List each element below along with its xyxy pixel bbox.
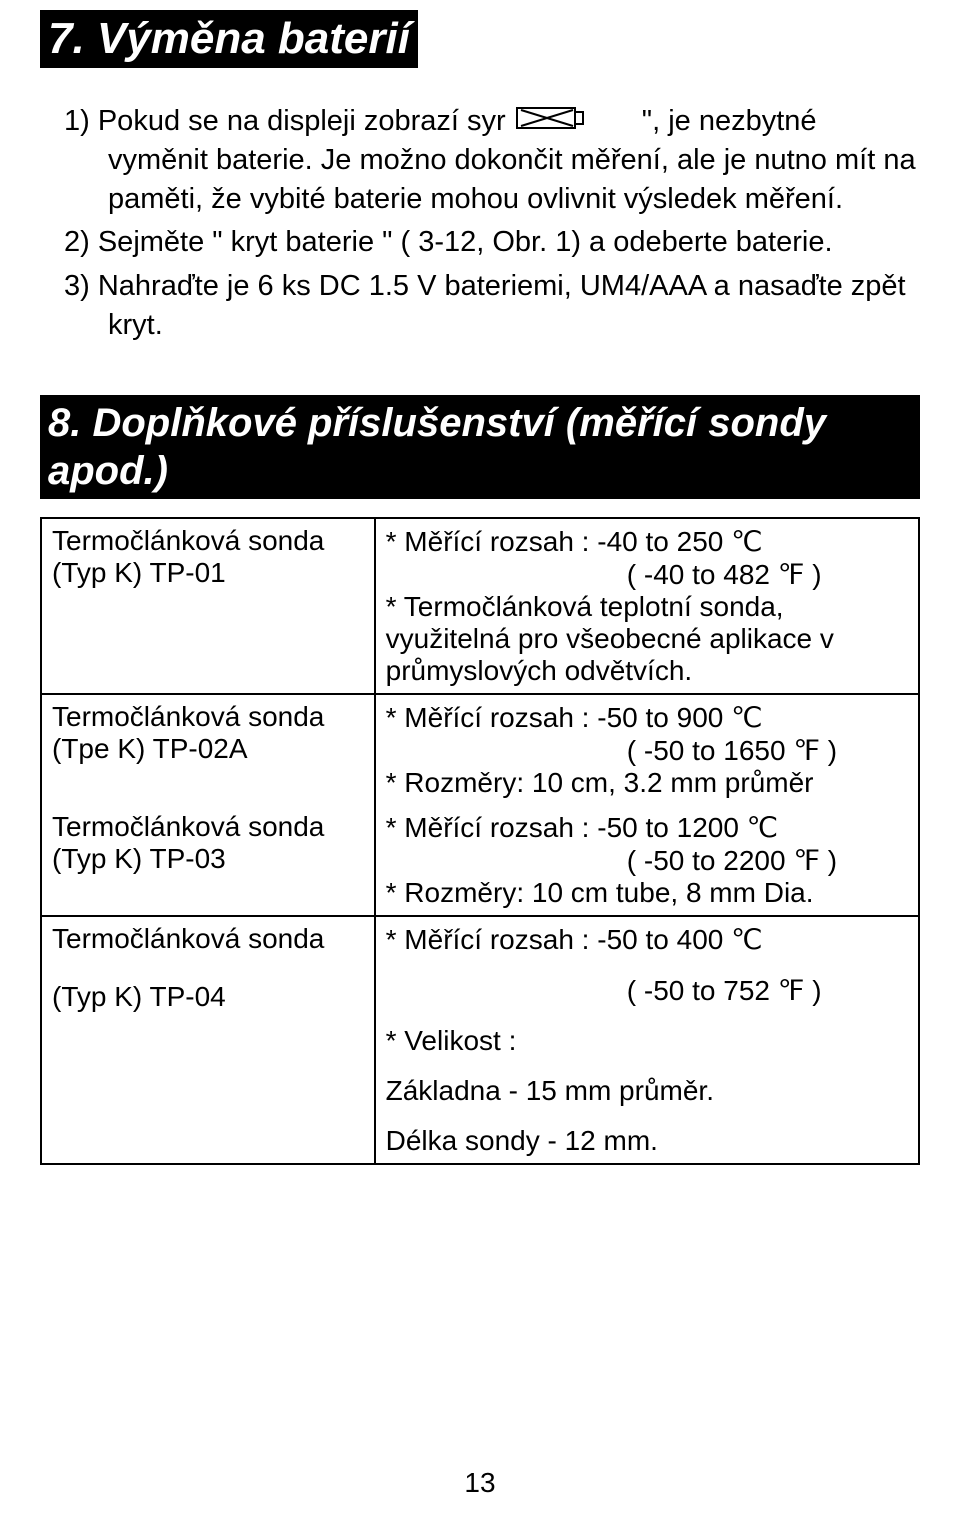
spec-line: * Rozměry: 10 cm, 3.2 mm průměr xyxy=(386,767,908,799)
probe-type: (Typ K) TP-04 xyxy=(52,981,364,1013)
table-cell-right: * Měřící rozsah : -50 to 400 ℃ ( -50 to … xyxy=(375,916,919,1164)
section7-heading: 7. Výměna baterií xyxy=(40,10,418,68)
table-row: Termočlánková sonda (Typ K) TP-03 * Měří… xyxy=(41,805,919,916)
table-cell-right: * Měřící rozsah : -50 to 900 ℃ ( -50 to … xyxy=(375,694,919,805)
probe-type: (Typ K) TP-03 xyxy=(52,843,364,875)
spec-line: ( -40 to 482 ℉ ) xyxy=(386,558,908,591)
spec-line: * Termočlánková teplotní sonda, využitel… xyxy=(386,591,908,687)
document-page: 7. Výměna baterií 1) Pokud se na displej… xyxy=(0,0,960,1527)
spec-line: * Rozměry: 10 cm tube, 8 mm Dia. xyxy=(386,877,908,909)
spec-line: Základna - 15 mm průměr. xyxy=(386,1075,908,1107)
spec-line: ( -50 to 1650 ℉ ) xyxy=(386,734,908,767)
accessories-table: Termočlánková sonda (Typ K) TP-01 * Měří… xyxy=(40,517,920,1165)
table-cell-right: * Měřící rozsah : -40 to 250 ℃ ( -40 to … xyxy=(375,518,919,694)
spec-line: ( -50 to 2200 ℉ ) xyxy=(386,844,908,877)
probe-name: Termočlánková sonda xyxy=(52,811,364,843)
table-row: Termočlánková sonda (Typ K) TP-04 * Měří… xyxy=(41,916,919,1164)
table-cell-left: Termočlánková sonda (Tpe K) TP-02A xyxy=(41,694,375,805)
spec-line: * Měřící rozsah : -50 to 1200 ℃ xyxy=(386,811,908,844)
spec-line: ( -50 to 752 ℉ ) xyxy=(386,974,908,1007)
table-cell-left: Termočlánková sonda (Typ K) TP-01 xyxy=(41,518,375,694)
probe-name: Termočlánková sonda xyxy=(52,525,364,557)
spec-line: * Měřící rozsah : -50 to 400 ℃ xyxy=(386,923,908,956)
spec-line: * Velikost : xyxy=(386,1025,908,1057)
table-cell-right: * Měřící rozsah : -50 to 1200 ℃ ( -50 to… xyxy=(375,805,919,916)
table-cell-left: Termočlánková sonda (Typ K) TP-03 xyxy=(41,805,375,916)
list-item: 3) Nahraďte je 6 ks DC 1.5 V bateriemi, … xyxy=(64,267,920,345)
probe-type: (Tpe K) TP-02A xyxy=(52,733,364,765)
spec-line: * Měřící rozsah : -40 to 250 ℃ xyxy=(386,525,908,558)
list-item: 2) Sejměte " kryt baterie " ( 3-12, Obr.… xyxy=(64,223,920,262)
table-row: Termočlánková sonda (Typ K) TP-01 * Měří… xyxy=(41,518,919,694)
page-number: 13 xyxy=(0,1467,960,1499)
probe-name: Termočlánková sonda xyxy=(52,701,364,733)
table-row: Termočlánková sonda (Tpe K) TP-02A * Měř… xyxy=(41,694,919,805)
list-item: 1) Pokud se na displeji zobrazí syr ", j… xyxy=(64,100,920,219)
probe-type: (Typ K) TP-01 xyxy=(52,557,364,589)
battery-icon xyxy=(514,100,634,138)
spec-line: Délka sondy - 12 mm. xyxy=(386,1125,908,1157)
section8-heading: 8. Doplňkové příslušenství (měřící sondy… xyxy=(40,395,920,499)
probe-name: Termočlánková sonda xyxy=(52,923,364,955)
table-cell-left: Termočlánková sonda (Typ K) TP-04 xyxy=(41,916,375,1164)
list-item-text-pre: 1) Pokud se na displeji zobrazí syr xyxy=(64,105,506,137)
section7-list: 1) Pokud se na displeji zobrazí syr ", j… xyxy=(64,100,920,345)
spec-line: * Měřící rozsah : -50 to 900 ℃ xyxy=(386,701,908,734)
